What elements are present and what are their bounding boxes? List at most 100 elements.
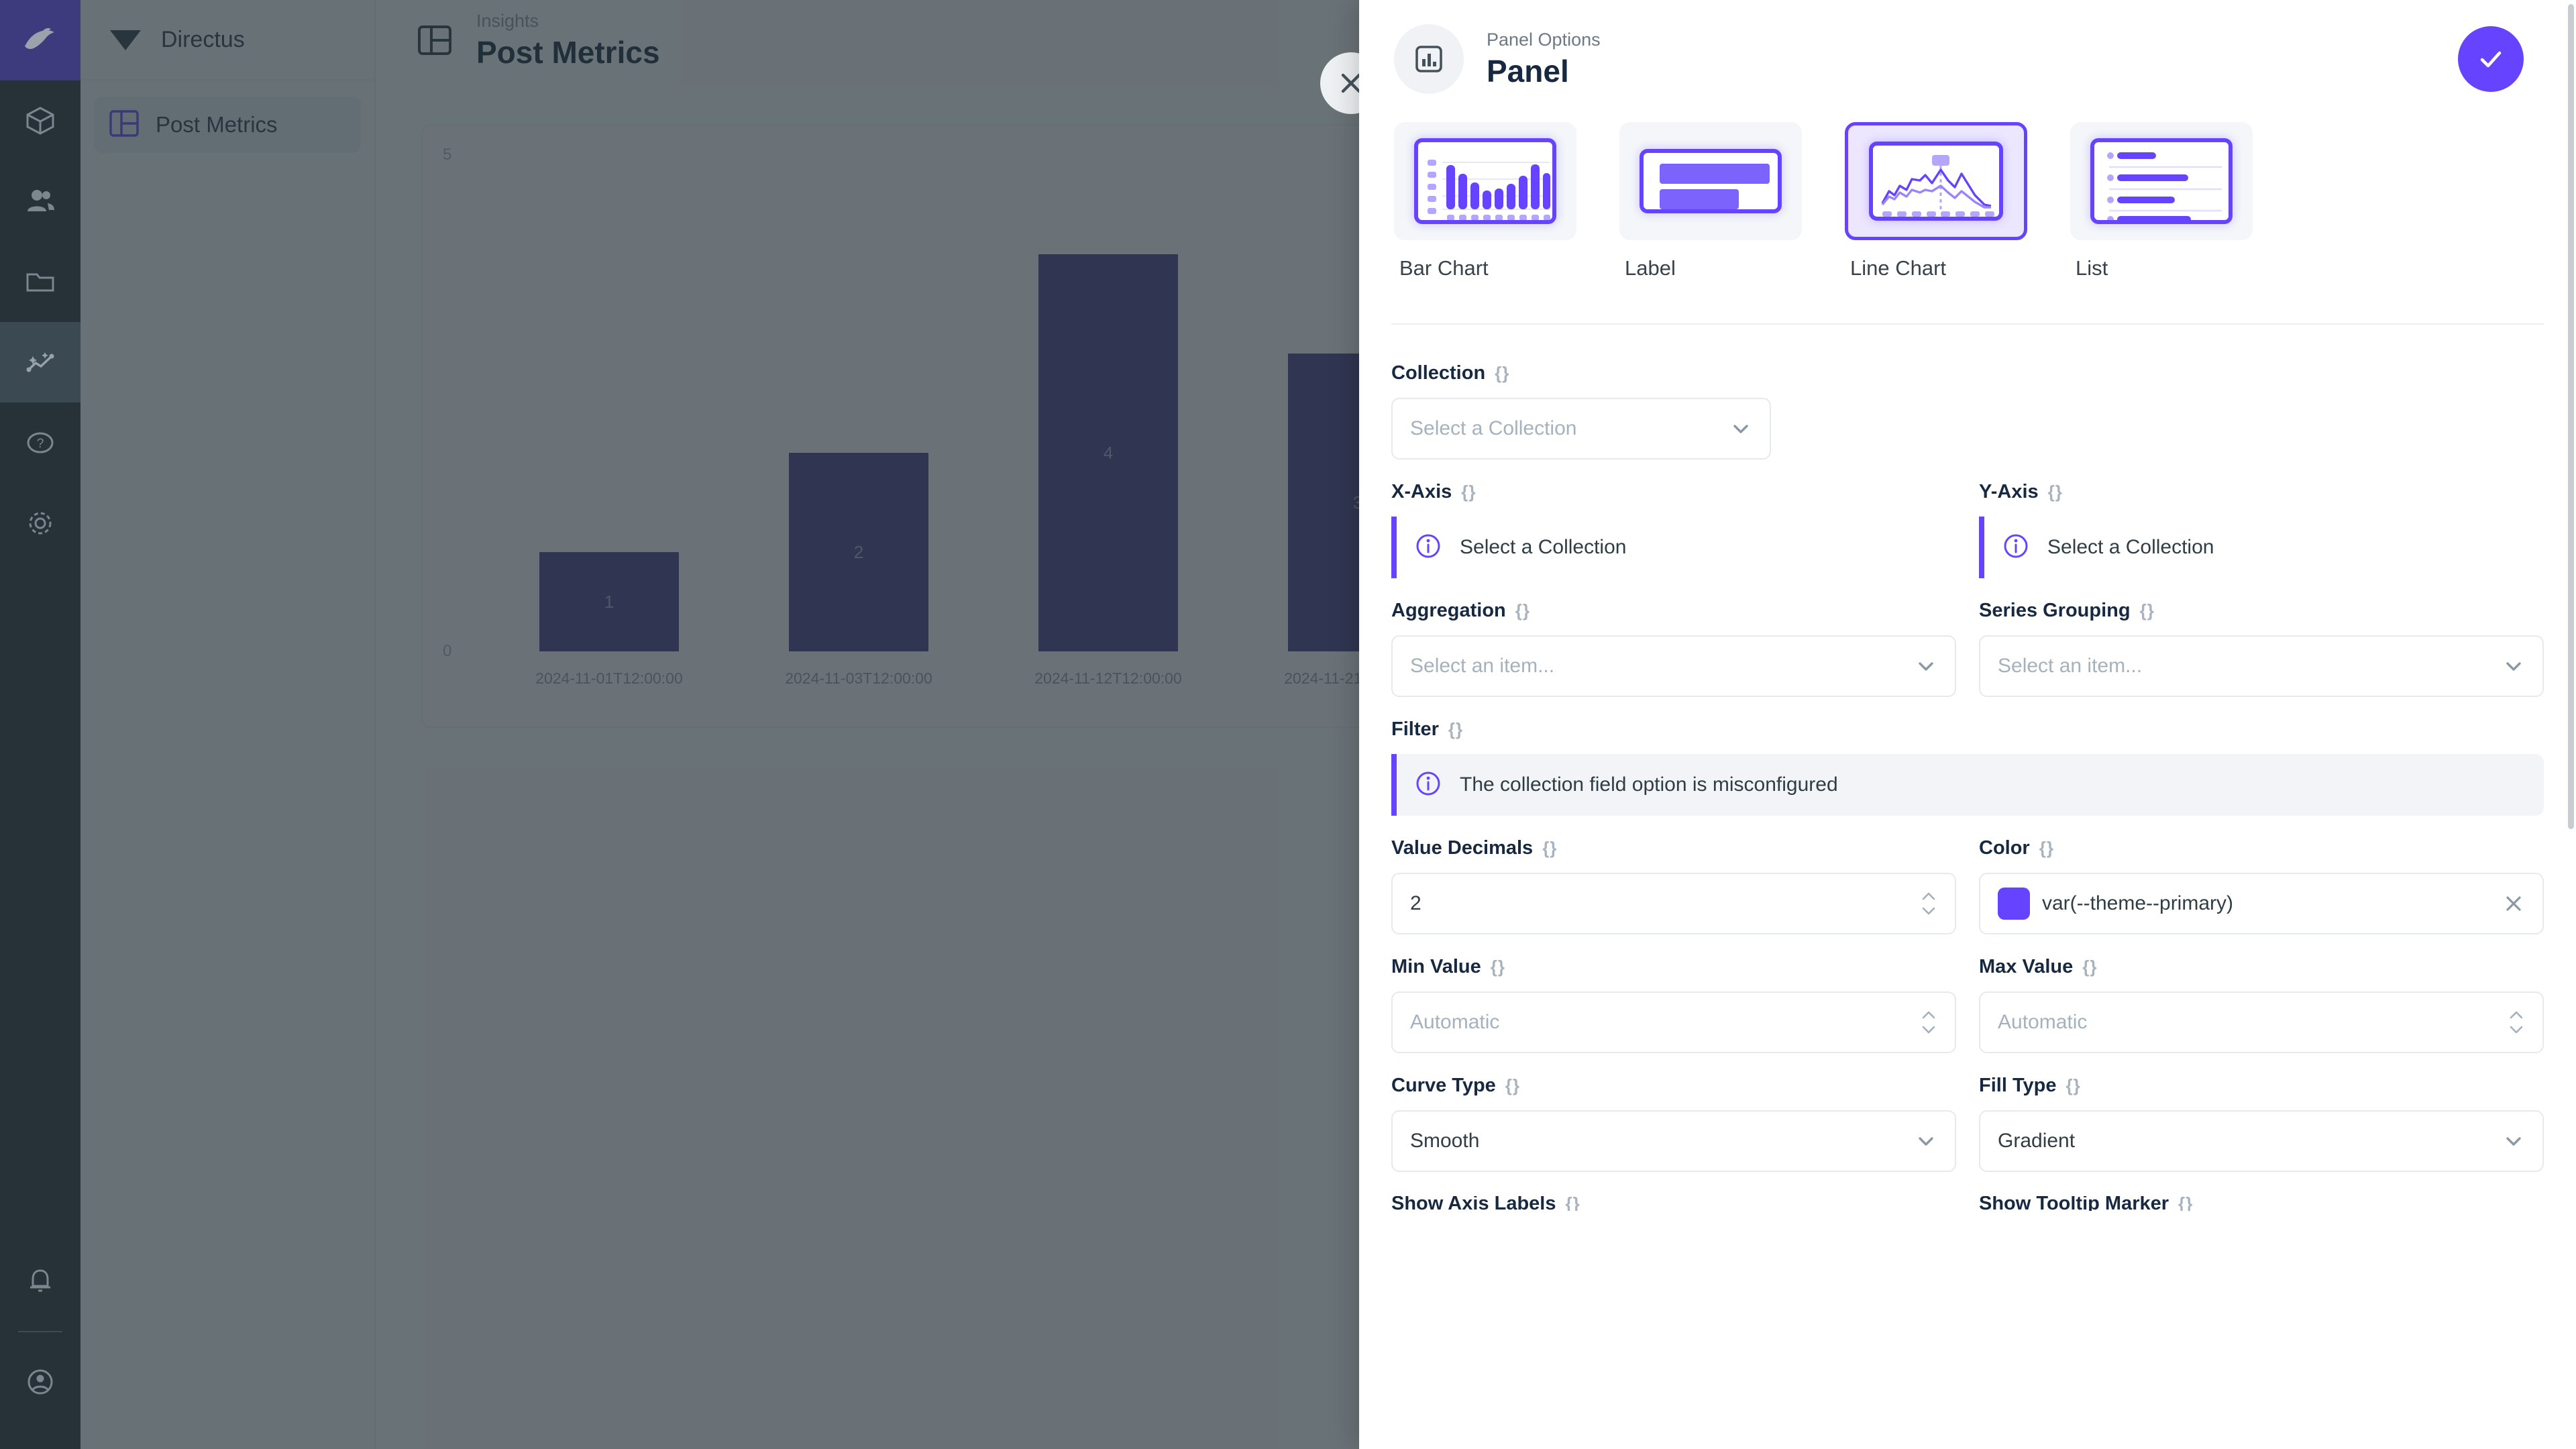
field-color: Color {} var(--theme--primary) (1979, 837, 2544, 934)
x-axis-notice-text: Select a Collection (1460, 536, 1627, 558)
field-label: Value Decimals (1391, 837, 1534, 859)
module-item-notifications[interactable] (0, 1241, 80, 1322)
braces-icon[interactable]: {} (1461, 482, 1477, 502)
min-value-input[interactable]: Automatic (1391, 991, 1956, 1053)
chevron-down-icon (2510, 1026, 2523, 1034)
field-label: Aggregation (1391, 600, 1506, 621)
aggregation-placeholder: Select an item... (1410, 655, 1555, 677)
field-label: Color (1979, 837, 2030, 859)
max-value-input[interactable]: Automatic (1979, 991, 2544, 1053)
panel-type-bar-chart[interactable]: Bar Chart (1394, 122, 1619, 280)
filter-notice-text: The collection field option is misconfig… (1460, 773, 1838, 796)
braces-icon[interactable]: {} (2039, 838, 2054, 858)
field-max-value: Max Value {} Automatic (1979, 956, 2544, 1053)
braces-icon[interactable]: {} (1542, 838, 1558, 858)
drawer-scrollbar-track[interactable] (2567, 0, 2576, 1449)
filter-notice: The collection field option is misconfig… (1391, 754, 2544, 816)
panel-type-label: Bar Chart (1399, 256, 1489, 280)
field-label: Curve Type (1391, 1075, 1496, 1096)
field-label: Fill Type (1979, 1075, 2057, 1096)
drawer-subtitle: Panel Options (1487, 29, 1601, 50)
module-item-content[interactable] (0, 80, 80, 161)
directus-logo[interactable] (0, 0, 80, 80)
collection-placeholder: Select a Collection (1410, 417, 1577, 439)
field-label-show-tooltip-marker: Show Tooltip Marker {} (1979, 1196, 2544, 1211)
field-x-axis: X-Axis {} Select a Collection (1391, 481, 1956, 578)
chevron-down-icon (2502, 655, 2525, 678)
braces-icon[interactable]: {} (1495, 363, 1510, 383)
panel-type-label[interactable]: Label (1619, 122, 1845, 280)
list-thumb (2090, 138, 2233, 224)
line-chart-thumb (1869, 142, 2003, 221)
info-icon (2002, 532, 2030, 564)
field-curve-type: Curve Type {} Smooth (1391, 1075, 1956, 1172)
braces-icon[interactable]: {} (1448, 719, 1464, 739)
svg-text:?: ? (37, 437, 44, 451)
field-series-grouping: Series Grouping {} Select an item... (1979, 600, 2544, 697)
chevron-down-icon (1915, 655, 1937, 678)
field-label: Y-Axis (1979, 481, 2039, 502)
curve-type-select[interactable]: Smooth (1391, 1110, 1956, 1172)
y-axis-notice: Select a Collection (1979, 517, 2544, 578)
field-label-show-axis-labels: Show Axis Labels {} (1391, 1196, 1956, 1211)
value-decimals-stepper[interactable] (1920, 891, 1937, 916)
field-value-decimals: Value Decimals {} 2 (1391, 837, 1956, 934)
collection-select[interactable]: Select a Collection (1391, 398, 1771, 460)
label-thumb (1640, 149, 1782, 213)
save-button[interactable] (2458, 26, 2524, 92)
panel-type-line-chart[interactable]: Line Chart (1845, 122, 2070, 280)
color-input[interactable]: var(--theme--primary) (1979, 873, 2544, 934)
cut-off-field-labels: Show Axis Labels {} Show Tooltip Marker … (1359, 1187, 2576, 1211)
fill-type-value: Gradient (1998, 1130, 2076, 1152)
value-decimals-input[interactable]: 2 (1391, 873, 1956, 934)
braces-icon[interactable]: {} (2139, 600, 2155, 621)
section-divider (1391, 323, 2544, 325)
braces-icon[interactable]: {} (2178, 1196, 2194, 1211)
field-label: X-Axis (1391, 481, 1452, 502)
braces-icon[interactable]: {} (1505, 1075, 1521, 1095)
panel-type-list[interactable]: List (2070, 122, 2296, 280)
color-swatch[interactable] (1998, 888, 2030, 920)
braces-icon[interactable]: {} (1490, 957, 1506, 977)
braces-icon[interactable]: {} (2065, 1075, 2081, 1095)
module-item-account[interactable] (0, 1342, 80, 1422)
field-aggregation: Aggregation {} Select an item... (1391, 600, 1956, 697)
module-item-insights[interactable] (0, 322, 80, 402)
min-value-stepper[interactable] (1920, 1010, 1937, 1035)
field-y-axis: Y-Axis {} Select a Collection (1979, 481, 2544, 578)
close-icon[interactable] (2502, 892, 2525, 915)
fill-type-select[interactable]: Gradient (1979, 1110, 2544, 1172)
chevron-down-icon (1922, 1026, 1935, 1034)
drawer-scrollbar-thumb[interactable] (2568, 4, 2574, 829)
panel-options-form: Collection {} Select a Collection X-Axis… (1359, 325, 2576, 1187)
aggregation-select[interactable]: Select an item... (1391, 635, 1956, 697)
braces-icon[interactable]: {} (1515, 600, 1531, 621)
braces-icon[interactable]: {} (2047, 482, 2063, 502)
min-value-placeholder: Automatic (1410, 1011, 1500, 1033)
module-item-files[interactable] (0, 241, 80, 322)
module-bar: ? (0, 0, 80, 1449)
curve-type-value: Smooth (1410, 1130, 1480, 1152)
max-value-stepper[interactable] (2508, 1010, 2525, 1035)
divider (18, 1331, 62, 1332)
max-value-placeholder: Automatic (1998, 1011, 2088, 1033)
panel-chart-icon (1394, 24, 1464, 94)
panel-type-selector: Bar Chart Label (1359, 122, 2576, 280)
field-label: Filter (1391, 718, 1439, 740)
drawer-header: Panel Options Panel (1359, 0, 2576, 118)
color-value: var(--theme--primary) (2042, 892, 2233, 914)
field-label: Min Value (1391, 956, 1481, 977)
field-label: Collection (1391, 362, 1486, 384)
chevron-down-icon (1922, 907, 1935, 915)
chevron-down-icon (1729, 417, 1752, 440)
series-grouping-select[interactable]: Select an item... (1979, 635, 2544, 697)
braces-icon[interactable]: {} (2082, 957, 2098, 977)
module-item-users[interactable] (0, 161, 80, 241)
chevron-down-icon (2502, 1130, 2525, 1152)
braces-icon[interactable]: {} (1565, 1196, 1580, 1211)
chevron-up-icon (1922, 892, 1935, 900)
info-icon (1414, 532, 1442, 564)
module-item-docs[interactable]: ? (0, 402, 80, 483)
module-item-settings[interactable] (0, 483, 80, 564)
panel-type-label: Line Chart (1850, 256, 1947, 280)
